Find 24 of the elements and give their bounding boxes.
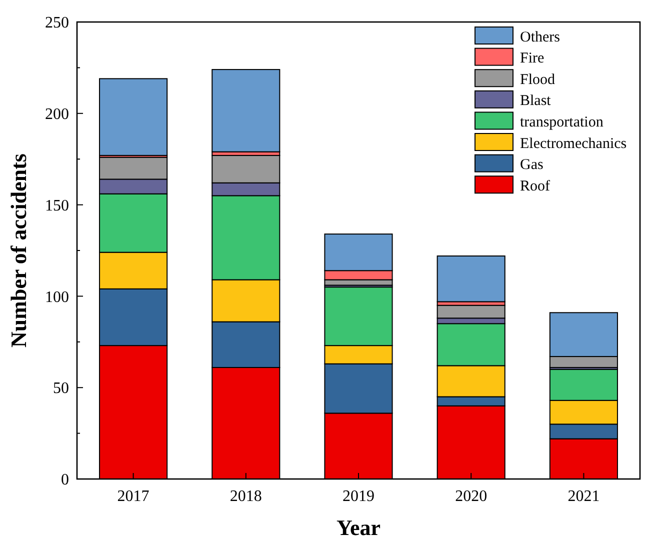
bar <box>436 255 506 302</box>
legend-label: Electromechanics <box>520 136 627 152</box>
legend-label: Fire <box>520 50 545 67</box>
x-tick-label: 2018 <box>230 488 262 505</box>
legend-label: Gas <box>520 157 544 174</box>
x-tick-label: 2017 <box>117 488 150 505</box>
legend-label: Flood <box>520 72 556 88</box>
legend-label: transportation <box>520 114 604 130</box>
bar <box>99 78 168 156</box>
y-tick-label: 200 <box>45 106 69 123</box>
y-tick-label: 0 <box>61 472 69 489</box>
x-tick-label: 2021 <box>568 488 600 505</box>
bar <box>212 69 280 152</box>
y-tick-label: 100 <box>45 288 69 306</box>
x-tick-label: 2019 <box>342 488 374 505</box>
legend-label: Others <box>520 29 560 46</box>
x-axis-title: Year <box>336 515 381 540</box>
y-tick-label: 250 <box>45 14 69 32</box>
y-tick-label: 50 <box>53 380 69 398</box>
legend-label: Roof <box>520 178 550 194</box>
y-axis-title: Number of accidents <box>6 153 31 348</box>
x-tick-label: 2020 <box>455 488 488 505</box>
legend-label: Blast <box>520 93 552 110</box>
y-tick-label: 150 <box>45 197 69 214</box>
